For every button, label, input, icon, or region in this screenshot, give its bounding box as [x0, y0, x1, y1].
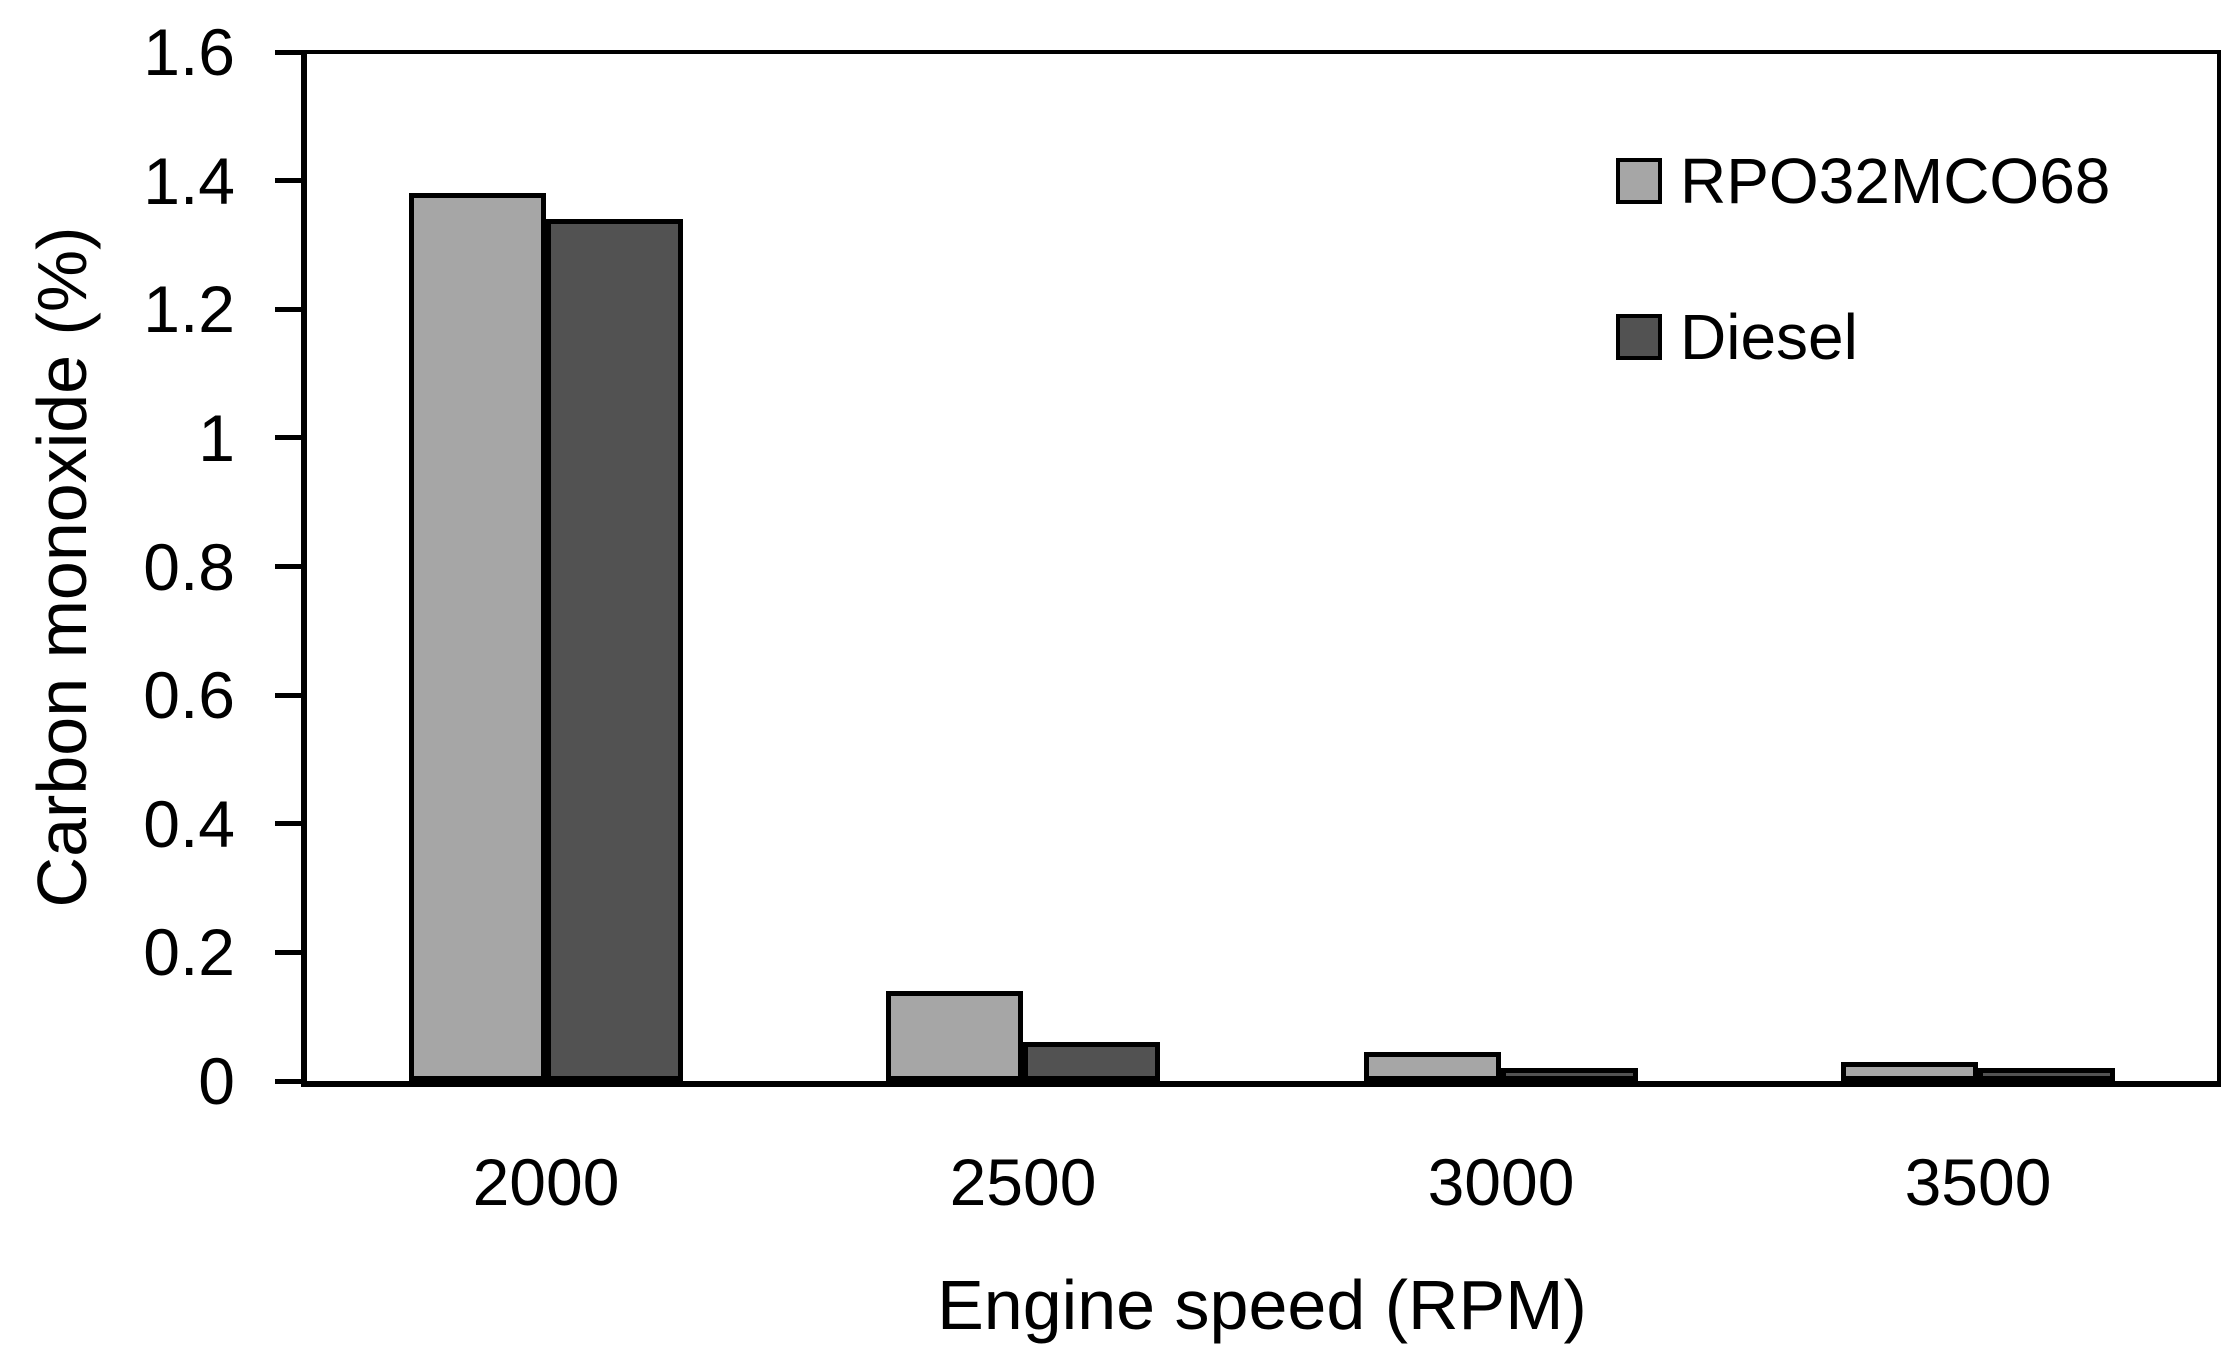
y-tick-label: 1.6 [143, 15, 235, 89]
y-tick [275, 178, 307, 183]
y-tick [275, 435, 307, 440]
y-tick-label: 1.2 [143, 272, 235, 346]
y-tick [275, 307, 307, 312]
bar-rpo32mco68-3500 [1841, 1062, 1978, 1081]
x-category-label: 3500 [1904, 1145, 2052, 1219]
legend-item-rpo32mco68: RPO32MCO68 [1616, 148, 2110, 214]
legend-item-diesel: Diesel [1616, 304, 2110, 370]
y-tick [275, 1079, 307, 1084]
bar-rpo32mco68-2500 [886, 991, 1023, 1081]
x-category-label: 2000 [472, 1145, 620, 1219]
y-tick-label: 0.6 [143, 658, 235, 732]
bar-rpo32mco68-2000 [409, 193, 546, 1081]
y-axis-title: Carbon monoxide (%) [23, 226, 101, 908]
y-tick [275, 950, 307, 955]
bar-diesel-2500 [1023, 1042, 1160, 1081]
legend-swatch-diesel [1616, 314, 1662, 360]
y-tick [275, 50, 307, 55]
x-category-label: 2500 [949, 1145, 1097, 1219]
x-axis-title: Engine speed (RPM) [937, 1266, 1587, 1344]
y-tick [275, 693, 307, 698]
legend-label: Diesel [1680, 301, 1858, 373]
legend-label: RPO32MCO68 [1680, 145, 2111, 217]
y-tick-label: 1 [198, 401, 235, 475]
legend: RPO32MCO68 Diesel [1616, 148, 2110, 460]
y-tick [275, 564, 307, 569]
bar-diesel-3000 [1501, 1068, 1638, 1081]
bar-diesel-2000 [546, 219, 683, 1081]
y-tick-label: 0.4 [143, 787, 235, 861]
y-tick-label: 0.2 [143, 915, 235, 989]
y-tick-label: 0 [198, 1044, 235, 1118]
y-tick [275, 821, 307, 826]
y-tick-label: 0.8 [143, 530, 235, 604]
bar-diesel-3500 [1978, 1068, 2115, 1081]
bar-rpo32mco68-3000 [1364, 1052, 1501, 1081]
y-tick-label: 1.4 [143, 144, 235, 218]
legend-swatch-rpo32mco68 [1616, 158, 1662, 204]
x-category-label: 3000 [1427, 1145, 1575, 1219]
